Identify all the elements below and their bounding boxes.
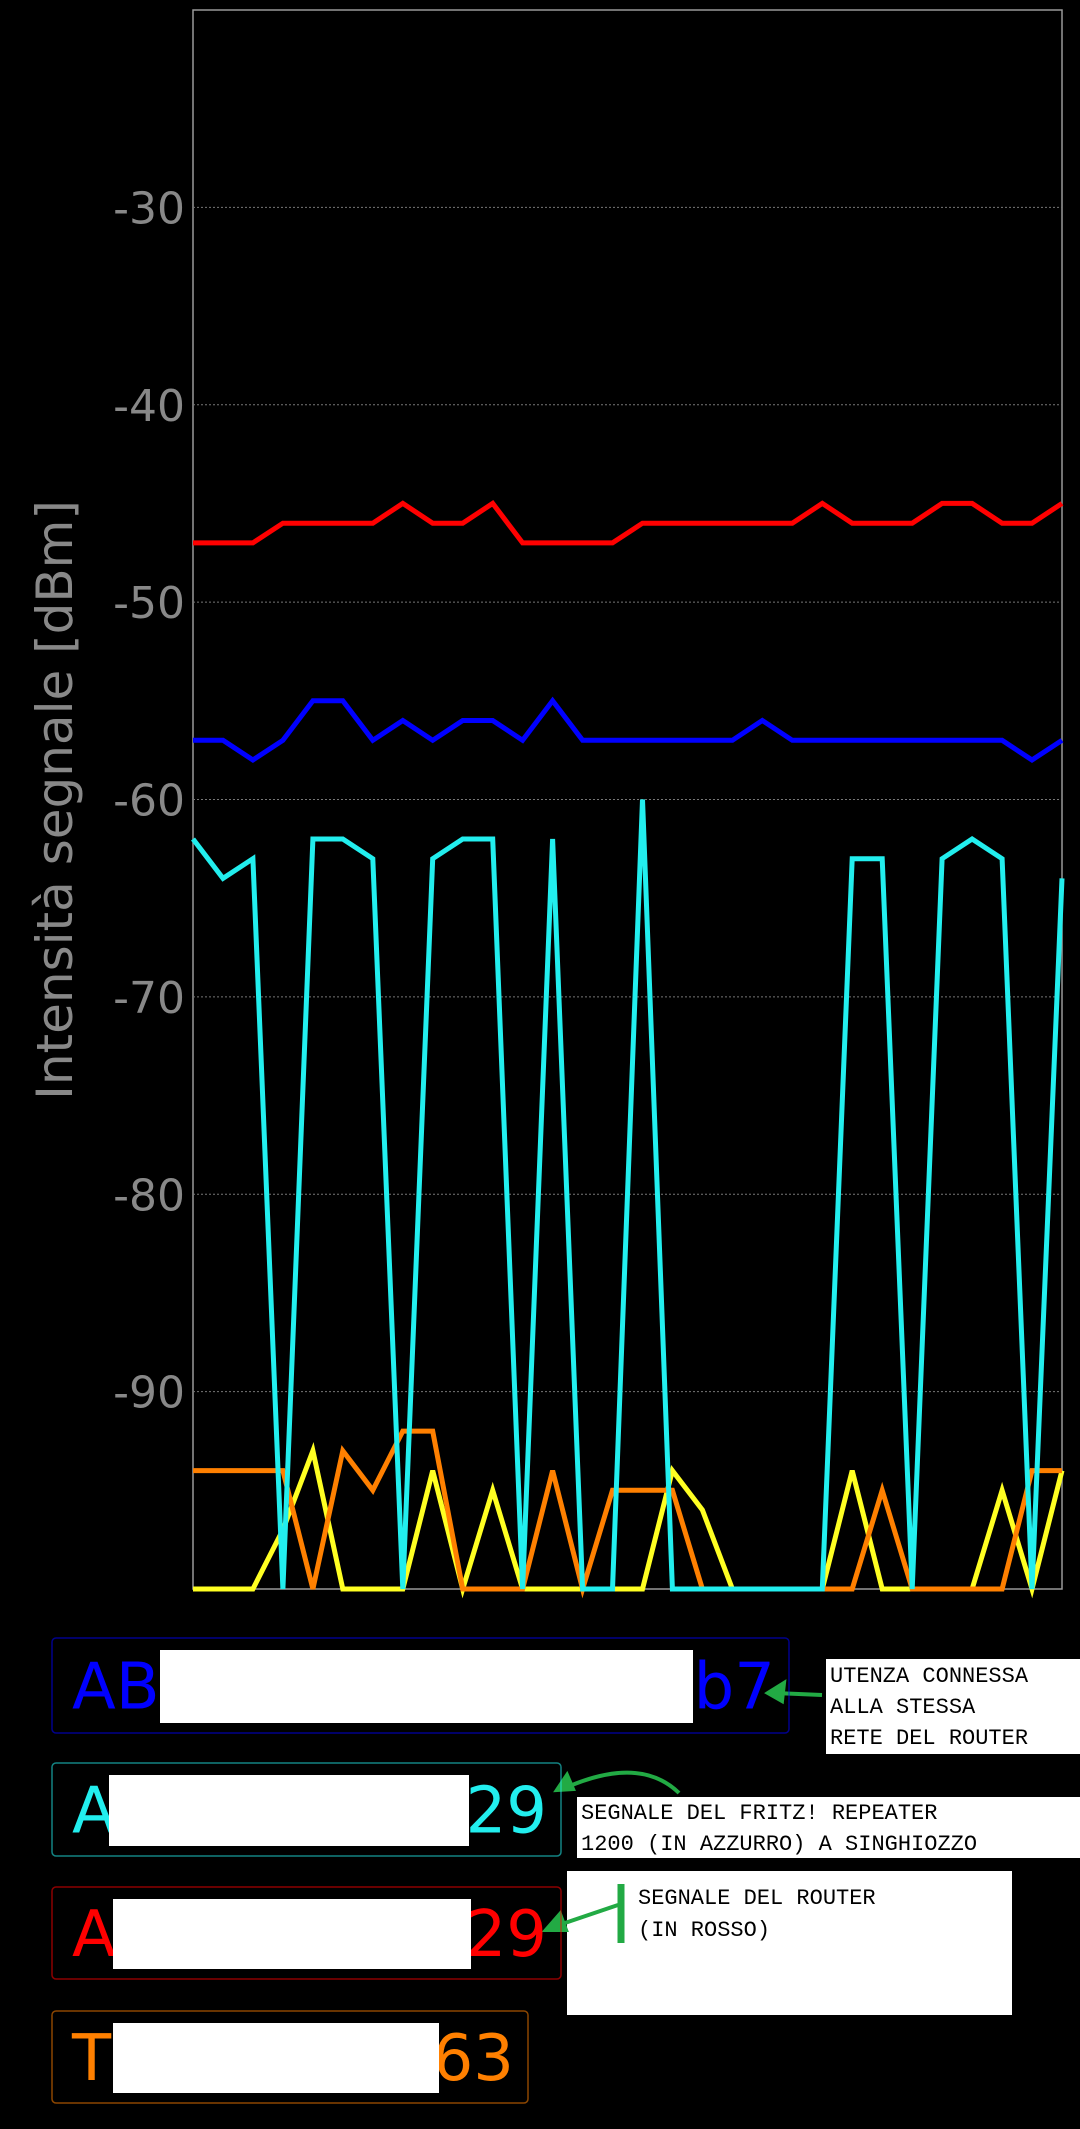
series-line — [193, 500, 1064, 546]
y-tick-label: -80 — [113, 1170, 185, 1221]
y-tick-label: -70 — [113, 973, 185, 1024]
annotation-text: RETE DEL ROUTER — [830, 1726, 1028, 1751]
legend-box — [51, 1886, 562, 1980]
legend-label-start: A — [72, 1898, 116, 1972]
arrow — [564, 1770, 681, 1795]
redaction — [109, 1775, 469, 1846]
y-tick-label: -50 — [113, 578, 185, 629]
legend-label-end: 29 — [466, 1898, 547, 1972]
annotation-text: SEGNALE DEL FRITZ! REPEATER — [581, 1801, 937, 1826]
legend-label-end: b7 — [694, 1651, 775, 1725]
legend-box — [51, 1637, 790, 1734]
series-line — [193, 696, 1064, 763]
annotation-box — [826, 1659, 1080, 1754]
legend-label-start: T — [71, 2022, 112, 2096]
annotation-text: 1200 (IN AZZURRO) A SINGHIOZZO — [581, 1832, 977, 1857]
redaction — [113, 2023, 439, 2093]
legend-label-end: 29 — [466, 1775, 547, 1849]
y-axis-label: Intensità segnale [dBm] — [26, 500, 84, 1100]
arrow-head — [764, 1679, 787, 1705]
annotation-text: ALLA STESSA — [830, 1695, 976, 1720]
y-tick-label: -90 — [113, 1368, 185, 1419]
legend-box — [51, 2010, 529, 2104]
y-tick-label: -60 — [113, 776, 185, 827]
redaction — [113, 1899, 471, 1969]
legend-label-start: A — [72, 1775, 116, 1849]
legend-box — [51, 1762, 562, 1857]
annotation-box — [577, 1797, 1080, 1858]
annotation-text: SEGNALE DEL ROUTER — [638, 1886, 876, 1911]
y-tick-label: -30 — [113, 183, 185, 234]
annotation-text: UTENZA CONNESSA — [830, 1664, 1029, 1689]
redaction — [160, 1650, 693, 1723]
series-line — [193, 1428, 1062, 1599]
series-line — [191, 799, 1065, 1592]
arrow — [555, 1903, 619, 1928]
y-tick-label: -40 — [113, 381, 185, 432]
annotation-text: (IN ROSSO) — [638, 1918, 770, 1943]
legend-label-end: 63 — [433, 2022, 514, 2096]
legend-label-start: AB — [72, 1651, 160, 1725]
annotation-box — [567, 1871, 1012, 2015]
